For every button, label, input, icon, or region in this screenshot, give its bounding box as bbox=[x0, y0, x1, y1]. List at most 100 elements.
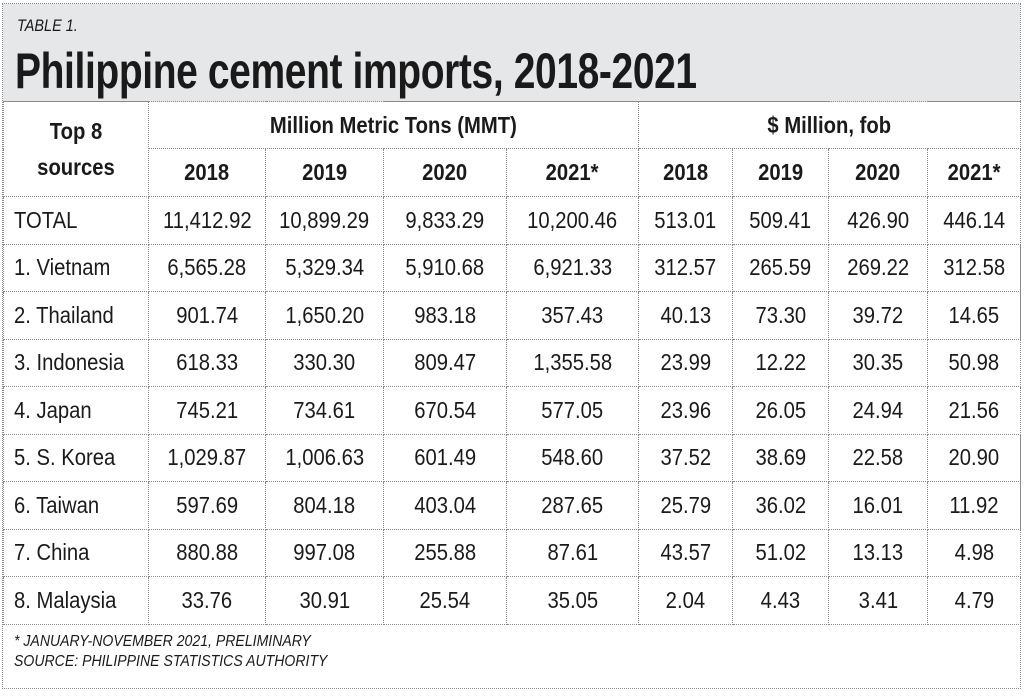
table-row: 2. Thailand 901.74 1,650.20 983.18 357.43 40.… bbox=[3, 291, 1022, 340]
value-cell: 23.99 bbox=[638, 338, 734, 387]
value-cell: 4.98 bbox=[927, 528, 1022, 577]
value-cell: 26.05 bbox=[732, 386, 830, 435]
value-cell: 20.90 bbox=[927, 433, 1022, 482]
table-row: 6. Taiwan 597.69 804.18 403.04 287.65 25.79 36… bbox=[3, 481, 1022, 530]
value-cell: 509.41 bbox=[732, 196, 830, 245]
value-cell: 255.88 bbox=[383, 528, 507, 577]
value-cell: 269.22 bbox=[828, 243, 929, 292]
title-band: TABLE 1. Philippine cement imports, 2018… bbox=[3, 4, 1020, 102]
value-cell: 22.58 bbox=[828, 433, 929, 482]
value-cell: 809.47 bbox=[383, 338, 507, 387]
year-header: 2021* bbox=[505, 148, 640, 197]
value-cell: 21.56 bbox=[927, 386, 1022, 435]
value-cell: 12.22 bbox=[732, 338, 830, 387]
value-cell: 804.18 bbox=[265, 481, 384, 530]
source-cell: 2. Thailand bbox=[3, 291, 149, 340]
value-cell: 10,899.29 bbox=[265, 196, 384, 245]
value-cell: 1,006.63 bbox=[265, 433, 384, 482]
footnote-preliminary: * JANUARY-NOVEMBER 2021, PRELIMINARY bbox=[14, 633, 311, 650]
value-cell: 403.04 bbox=[383, 481, 507, 530]
source-column-header: Top 8 sources bbox=[3, 101, 149, 197]
value-cell: 6,921.33 bbox=[505, 243, 640, 292]
value-cell: 548.60 bbox=[505, 433, 640, 482]
value-cell: 597.69 bbox=[148, 481, 266, 530]
footnote-source: SOURCE: PHILIPPINE STATISTICS AUTHORITY bbox=[14, 653, 328, 670]
year-header: 2018 bbox=[638, 148, 734, 197]
value-cell: 446.14 bbox=[927, 196, 1022, 245]
imports-table: Top 8 sources Million Metric Tons (MMT) … bbox=[3, 101, 1022, 625]
value-cell: 25.79 bbox=[638, 481, 734, 530]
value-cell: 11.92 bbox=[927, 481, 1022, 530]
source-cell: TOTAL bbox=[3, 196, 149, 245]
value-cell: 43.57 bbox=[638, 528, 734, 577]
value-cell: 357.43 bbox=[505, 291, 640, 340]
value-cell: 38.69 bbox=[732, 433, 830, 482]
value-cell: 997.08 bbox=[265, 528, 384, 577]
value-cell: 983.18 bbox=[383, 291, 507, 340]
value-cell: 39.72 bbox=[828, 291, 929, 340]
value-cell: 670.54 bbox=[383, 386, 507, 435]
value-cell: 4.79 bbox=[927, 576, 1022, 625]
table-row: 7. China 880.88 997.08 255.88 87.61 43.57 51.0… bbox=[3, 528, 1022, 577]
value-cell: 40.13 bbox=[638, 291, 734, 340]
table-row: 3. Indonesia 618.33 330.30 809.47 1,355.58 23… bbox=[3, 338, 1022, 387]
value-cell: 5,910.68 bbox=[383, 243, 507, 292]
value-cell: 901.74 bbox=[148, 291, 266, 340]
source-cell: 6. Taiwan bbox=[3, 481, 149, 530]
value-cell: 25.54 bbox=[383, 576, 507, 625]
value-cell: 6,565.28 bbox=[148, 243, 266, 292]
value-cell: 880.88 bbox=[148, 528, 266, 577]
value-cell: 287.65 bbox=[505, 481, 640, 530]
source-cell: 4. Japan bbox=[3, 386, 149, 435]
value-cell: 73.30 bbox=[732, 291, 830, 340]
value-cell: 312.57 bbox=[638, 243, 734, 292]
value-cell: 87.61 bbox=[505, 528, 640, 577]
year-header: 2019 bbox=[732, 148, 830, 197]
value-cell: 50.98 bbox=[927, 338, 1022, 387]
footnotes: * JANUARY-NOVEMBER 2021, PRELIMINARY SOU… bbox=[14, 632, 370, 672]
year-header: 2020 bbox=[383, 148, 507, 197]
value-cell: 4.43 bbox=[732, 576, 830, 625]
year-header: 2021* bbox=[927, 148, 1022, 197]
value-cell: 51.02 bbox=[732, 528, 830, 577]
year-header: 2019 bbox=[265, 148, 384, 197]
value-cell: 2.04 bbox=[638, 576, 734, 625]
source-cell: 8. Malaysia bbox=[3, 576, 149, 625]
value-cell: 36.02 bbox=[732, 481, 830, 530]
value-cell: 734.61 bbox=[265, 386, 384, 435]
source-cell: 5. S. Korea bbox=[3, 433, 149, 482]
value-cell: 426.90 bbox=[828, 196, 929, 245]
page-title: Philippine cement imports, 2018-2021 bbox=[15, 43, 697, 99]
value-cell: 13.13 bbox=[828, 528, 929, 577]
value-cell: 30.35 bbox=[828, 338, 929, 387]
source-cell: 3. Indonesia bbox=[3, 338, 149, 387]
value-cell: 1,650.20 bbox=[265, 291, 384, 340]
value-cell: 23.96 bbox=[638, 386, 734, 435]
table-row: 8. Malaysia 33.76 30.91 25.54 35.05 2.04 4.43 3… bbox=[3, 576, 1022, 625]
value-cell: 33.76 bbox=[148, 576, 266, 625]
value-cell: 618.33 bbox=[148, 338, 266, 387]
year-header: 2020 bbox=[828, 148, 929, 197]
table-row: TOTAL 11,412.92 10,899.29 9,833.29 10,200.46… bbox=[3, 196, 1022, 245]
value-cell: 330.30 bbox=[265, 338, 384, 387]
value-cell: 30.91 bbox=[265, 576, 384, 625]
value-cell: 3.41 bbox=[828, 576, 929, 625]
value-cell: 35.05 bbox=[505, 576, 640, 625]
table-label: TABLE 1. bbox=[17, 16, 78, 35]
source-cell: 1. Vietnam bbox=[3, 243, 149, 292]
value-cell: 1,355.58 bbox=[505, 338, 640, 387]
table-row: 4. Japan 745.21 734.61 670.54 577.05 23.96 26.… bbox=[3, 386, 1022, 435]
table-row: 1. Vietnam 6,565.28 5,329.34 5,910.68 6,921.… bbox=[3, 243, 1022, 292]
value-cell: 5,329.34 bbox=[265, 243, 384, 292]
value-cell: 9,833.29 bbox=[383, 196, 507, 245]
table-row: 5. S. Korea 1,029.87 1,006.63 601.49 548.60 3… bbox=[3, 433, 1022, 482]
value-cell: 10,200.46 bbox=[505, 196, 640, 245]
value-cell: 16.01 bbox=[828, 481, 929, 530]
value-cell: 14.65 bbox=[927, 291, 1022, 340]
value-cell: 11,412.92 bbox=[148, 196, 266, 245]
group-header-volume: Million Metric Tons (MMT) bbox=[147, 101, 640, 149]
value-cell: 312.58 bbox=[927, 243, 1022, 292]
value-cell: 1,029.87 bbox=[148, 433, 266, 482]
source-cell: 7. China bbox=[3, 528, 149, 577]
value-cell: 24.94 bbox=[828, 386, 929, 435]
